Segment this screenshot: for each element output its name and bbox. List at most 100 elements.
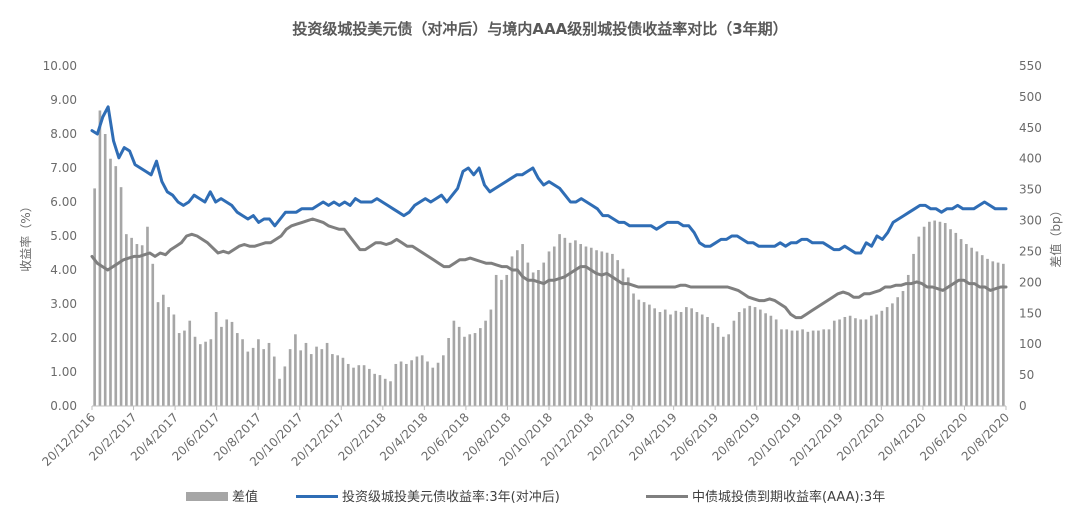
y-right-tick-label: 350 (1019, 183, 1042, 197)
spread-bar (235, 333, 239, 406)
spread-bar (220, 326, 223, 406)
spread-bar (352, 367, 355, 406)
y-left-tick-label: 2.00 (50, 331, 77, 345)
spread-bar (917, 236, 921, 406)
spread-bar (896, 297, 900, 406)
spread-bar (706, 316, 709, 406)
spread-bar (605, 252, 609, 406)
spread-bar (854, 318, 857, 406)
spread-bar (611, 253, 614, 406)
spread-bar (827, 329, 831, 406)
spread-bar (732, 320, 736, 406)
legend-label-gray-line: 中债城投债到期收益率(AAA):3年 (692, 489, 885, 505)
y-right-tick-label: 300 (1019, 214, 1042, 228)
spread-bar (922, 226, 926, 406)
y-right-axis-title: 差值（bp） (1048, 204, 1063, 267)
spread-bar (658, 312, 662, 406)
spread-bar (294, 334, 297, 406)
spread-bar (637, 299, 641, 406)
spread-bar (410, 360, 413, 406)
y-right-tick-label: 0 (1019, 399, 1027, 413)
spread-bar (484, 320, 487, 406)
spread-bar (547, 251, 551, 406)
spread-bar (521, 244, 524, 406)
spread-bar (325, 342, 329, 406)
spread-bar (811, 330, 815, 406)
spread-bar (584, 246, 588, 406)
spread-bar (489, 309, 493, 406)
spread-bar (838, 319, 841, 406)
spread-bar (743, 308, 746, 406)
y-left-tick-label: 9.00 (50, 93, 77, 107)
spread-bar (991, 261, 995, 406)
spread-bar (552, 246, 556, 406)
spread-bar (949, 229, 952, 406)
legend-label-bar: 差值 (232, 489, 258, 505)
spread-bar (146, 226, 149, 406)
spread-bar (357, 365, 361, 406)
y-left-tick-label: 10.00 (43, 59, 77, 73)
spread-bar (267, 342, 271, 406)
spread-bar (98, 110, 102, 406)
spread-bar (468, 334, 472, 406)
spread-bar (595, 250, 598, 406)
spread-bar (875, 314, 878, 406)
spread-bar (309, 354, 313, 406)
spread-bar (405, 363, 408, 406)
spread-bar (679, 312, 683, 406)
spread-bar (373, 373, 376, 406)
spread-bar (965, 244, 968, 406)
spread-bar (156, 302, 160, 406)
y-left-tick-label: 5.00 (50, 229, 77, 243)
spread-bar (589, 247, 593, 406)
spread-bar (880, 310, 884, 406)
spread-bar (225, 319, 229, 406)
spread-bar (346, 363, 350, 406)
spread-bar (526, 262, 530, 406)
spread-bar (420, 355, 424, 406)
spread-bar (510, 256, 514, 406)
y-right-tick-label: 150 (1019, 306, 1042, 320)
y-right-tick-label: 100 (1019, 337, 1042, 351)
spread-bar (933, 220, 936, 406)
spread-bar (315, 346, 318, 406)
spread-bar (753, 307, 757, 406)
spread-bar (558, 234, 561, 406)
spread-bar (912, 253, 915, 406)
spread-bar (980, 255, 984, 406)
spread-bar (563, 237, 567, 406)
spread-bar (685, 307, 688, 406)
spread-bar (568, 242, 572, 406)
spread-bar (288, 349, 292, 406)
y-left-tick-label: 1.00 (50, 365, 77, 379)
spread-bar (817, 330, 820, 406)
onshore-aaa-yield-line (90, 217, 1008, 320)
spread-bar (943, 223, 947, 406)
spread-bar (426, 361, 429, 406)
spread-bar (241, 339, 244, 406)
spread-bar (214, 312, 218, 406)
spread-bar (801, 329, 804, 406)
spread-bar (114, 166, 118, 406)
spread-bar (389, 381, 392, 406)
spread-bar (891, 303, 894, 406)
spread-bar (632, 293, 635, 406)
spread-bar (331, 354, 334, 406)
spread-bar (505, 274, 509, 406)
spread-bar (795, 330, 799, 406)
spread-bar (362, 365, 366, 406)
spread-bar (383, 378, 387, 406)
y-left-tick-label: 4.00 (50, 263, 77, 277)
spread-bar (700, 314, 704, 406)
spread-bar (785, 329, 789, 406)
spread-bar (579, 244, 583, 406)
plot-area: 0.00 1.00 2.00 3.00 4.00 5.00 6.00 7.00 8.00 9.00… (18, 59, 1063, 469)
spread-bar (648, 304, 651, 406)
spread-bar (674, 310, 678, 406)
spread-bar (399, 361, 403, 406)
spread-bar (616, 260, 619, 406)
spread-bar (119, 187, 123, 406)
spread-bar (272, 356, 276, 406)
usd-bond-yield-line (90, 105, 1008, 255)
